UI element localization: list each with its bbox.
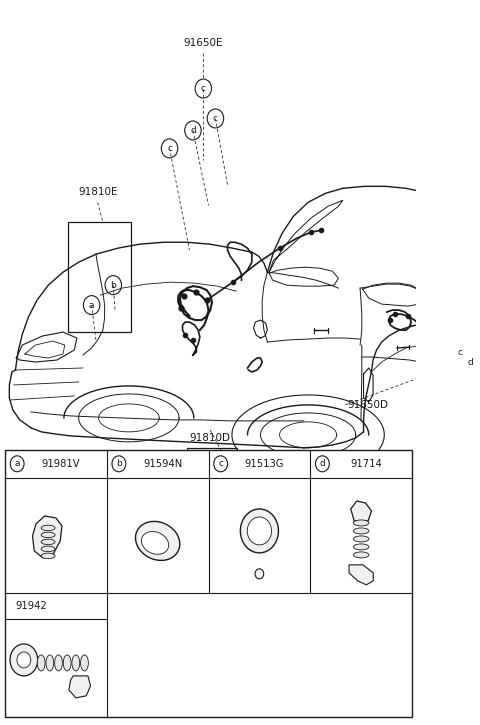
Text: 91981V: 91981V	[42, 459, 80, 469]
Text: b: b	[116, 460, 122, 468]
Ellipse shape	[41, 553, 55, 559]
Ellipse shape	[41, 532, 55, 538]
Ellipse shape	[142, 531, 168, 555]
Circle shape	[10, 644, 38, 676]
Text: 91810D: 91810D	[190, 433, 231, 443]
Circle shape	[17, 652, 31, 668]
Text: 91594N: 91594N	[143, 459, 182, 469]
Polygon shape	[349, 565, 373, 585]
Text: 91650E: 91650E	[183, 38, 223, 48]
Circle shape	[240, 509, 278, 553]
Text: 91942: 91942	[15, 600, 47, 610]
Text: c: c	[457, 347, 462, 357]
Text: d: d	[467, 357, 473, 367]
Text: 91650D: 91650D	[347, 400, 388, 410]
Ellipse shape	[55, 655, 62, 671]
Ellipse shape	[41, 525, 55, 531]
Circle shape	[255, 569, 264, 579]
Text: c: c	[218, 460, 223, 468]
Ellipse shape	[41, 546, 55, 552]
Ellipse shape	[72, 655, 80, 671]
Polygon shape	[351, 501, 372, 521]
Text: a: a	[14, 460, 20, 468]
Ellipse shape	[81, 655, 88, 671]
Ellipse shape	[46, 655, 54, 671]
Text: 91513G: 91513G	[245, 459, 284, 469]
Ellipse shape	[63, 655, 71, 671]
Ellipse shape	[353, 544, 369, 550]
Ellipse shape	[353, 552, 369, 558]
Text: c: c	[167, 144, 172, 153]
Text: d: d	[190, 126, 196, 135]
Text: b: b	[110, 281, 116, 290]
Ellipse shape	[353, 520, 369, 526]
Ellipse shape	[353, 536, 369, 542]
FancyBboxPatch shape	[5, 450, 412, 717]
Text: d: d	[320, 460, 325, 468]
Polygon shape	[69, 676, 91, 698]
Text: 91714: 91714	[350, 459, 382, 469]
Text: 91810E: 91810E	[78, 187, 118, 197]
Text: b: b	[262, 484, 268, 492]
Ellipse shape	[353, 528, 369, 534]
Circle shape	[247, 517, 272, 545]
Text: c: c	[213, 114, 218, 123]
Text: c: c	[201, 84, 206, 93]
Ellipse shape	[135, 521, 180, 560]
Ellipse shape	[37, 655, 45, 671]
Text: a: a	[239, 485, 244, 494]
Ellipse shape	[41, 539, 55, 544]
Polygon shape	[33, 516, 62, 558]
Text: a: a	[89, 301, 95, 310]
